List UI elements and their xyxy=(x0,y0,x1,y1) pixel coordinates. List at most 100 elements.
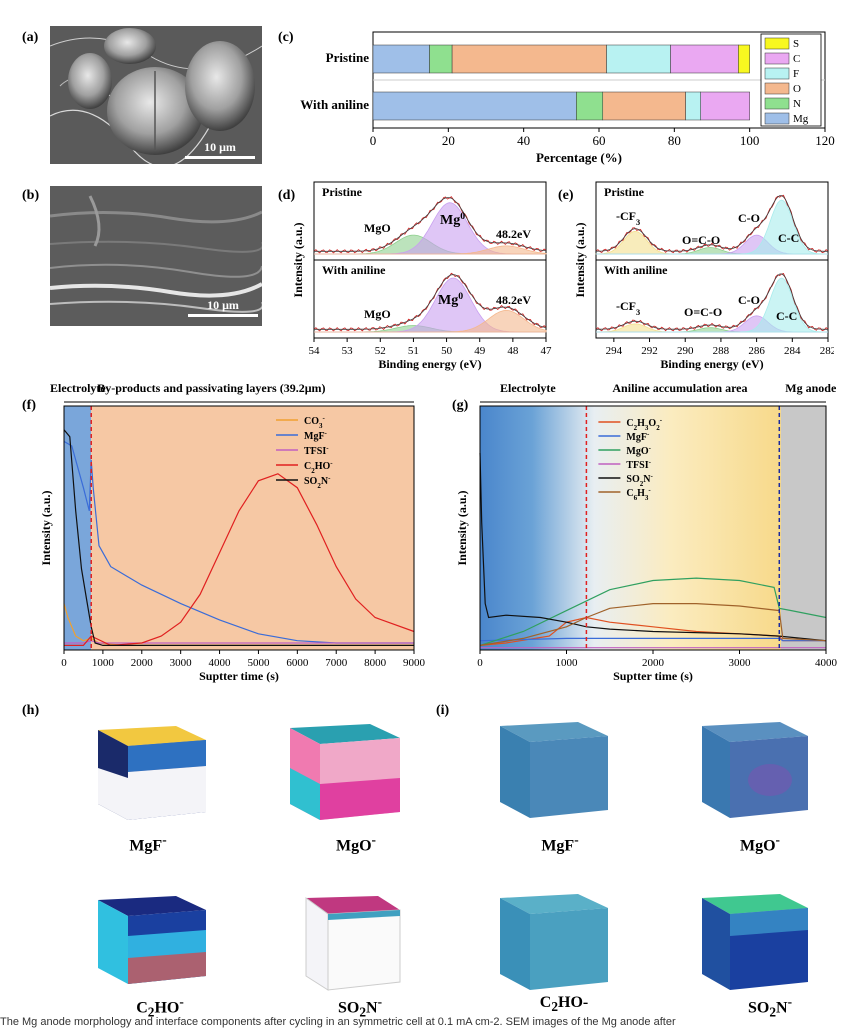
legend-label: MgF- xyxy=(304,429,328,442)
peak-label: C-O xyxy=(738,293,760,307)
series-so2n xyxy=(63,429,414,646)
cube-i-so2n xyxy=(690,880,810,1000)
panel-label-g: (g) xyxy=(452,398,469,413)
fit-envelope xyxy=(314,197,547,252)
series-so2n xyxy=(479,452,827,642)
peak-label: 48.2eV xyxy=(496,227,531,241)
peak-label: -CF3 xyxy=(616,299,640,317)
x-axis-label: Binding energy (eV) xyxy=(660,357,763,371)
category-label: With aniline xyxy=(300,97,369,112)
peak-label: O=C-O xyxy=(684,305,722,319)
scale-bar-a: 10 μm xyxy=(185,140,255,159)
bar-segment-c xyxy=(670,44,739,74)
fit-envelope xyxy=(596,195,828,252)
legend-label: MgO- xyxy=(626,444,651,457)
x-tick-label: 80 xyxy=(668,133,681,148)
fit-envelope xyxy=(596,273,828,330)
y-axis-label: Intensity (a.u.) xyxy=(39,490,53,565)
legend-swatch-c xyxy=(764,52,790,65)
series-mgf xyxy=(479,637,826,642)
cube-label-i-c2ho: C2HO- xyxy=(539,994,589,1015)
cube-label-i-so2n: SO2N- xyxy=(747,994,793,1020)
panel-label-h: (h) xyxy=(22,703,40,718)
peak-label: Mg0 xyxy=(438,291,463,309)
panel-label-b: (b) xyxy=(22,188,40,203)
legend-label: MgF- xyxy=(626,430,650,443)
chart-g-tof-sims-aniline: Electrolyte Aniline accumulation area Mg a… xyxy=(455,381,838,683)
panel-label-d: (d) xyxy=(278,188,296,203)
peak-cc xyxy=(596,199,828,255)
x-tick-label: 49 xyxy=(474,345,486,357)
peak-label: C-O xyxy=(738,211,760,225)
x-tick-label: 20 xyxy=(442,133,455,148)
x-tick-label: 0 xyxy=(477,657,483,669)
x-tick-label: 4000 xyxy=(815,657,838,669)
subpanel-title: Pristine xyxy=(604,185,645,199)
x-tick-label: 40 xyxy=(517,133,530,148)
sem-image-b: 10 μm xyxy=(50,186,262,326)
x-tick-label: 294 xyxy=(606,345,623,357)
bar-segment-n xyxy=(429,44,453,74)
x-tick-label: 8000 xyxy=(364,657,387,669)
peak-482ev xyxy=(314,310,547,333)
x-tick-label: 52 xyxy=(375,345,386,357)
scale-text-a: 10 μm xyxy=(204,140,236,154)
bar-segment-c xyxy=(700,91,750,121)
x-tick-label: 292 xyxy=(641,345,658,357)
legend-label-f: F xyxy=(793,68,799,80)
x-tick-label: 53 xyxy=(342,345,354,357)
legend-label: CO3- xyxy=(304,414,326,430)
series-mgf xyxy=(63,440,414,644)
y-axis-label: Intensity (a.u.) xyxy=(291,222,305,297)
scale-bar-b: 10 μm xyxy=(188,298,258,317)
bar-segment-f xyxy=(606,44,671,74)
cube-h-mgf xyxy=(88,708,208,828)
legend-label-s: S xyxy=(793,38,799,50)
cube-i-c2ho xyxy=(490,880,610,1000)
x-tick-label: 54 xyxy=(309,345,321,357)
legend-label: SO2N- xyxy=(304,474,331,490)
x-tick-label: 284 xyxy=(784,345,801,357)
figure-caption: The Mg anode morphology and interface co… xyxy=(0,1016,676,1028)
x-tick-label: 3000 xyxy=(170,657,193,669)
cube-i-mgo xyxy=(690,708,810,828)
x-tick-label: 1000 xyxy=(556,657,579,669)
x-tick-label: 51 xyxy=(408,345,419,357)
bar-segment-s xyxy=(738,44,750,74)
region-label-electrolyte: Electrolyte xyxy=(500,381,556,395)
series-c2ho xyxy=(64,473,415,647)
cube-h-so2n xyxy=(288,880,408,1000)
cube-i-so2n-graphic xyxy=(702,894,808,990)
category-label: Pristine xyxy=(326,50,370,65)
cube-i-mgf-graphic xyxy=(500,722,608,818)
cube-h-mgo xyxy=(288,708,408,828)
legend-label: TFSI- xyxy=(626,458,651,471)
cube-i-mgf xyxy=(490,708,610,828)
peak-cc xyxy=(596,277,828,333)
series-mgo xyxy=(479,577,827,646)
x-tick-label: 0 xyxy=(61,657,67,669)
legend-box xyxy=(760,33,822,127)
legend-label-o: O xyxy=(793,83,801,95)
series-c6h3 xyxy=(479,603,827,646)
plot-background xyxy=(480,406,826,650)
x-tick-label: 2000 xyxy=(131,657,154,669)
legend-label: C6H3- xyxy=(626,486,651,502)
panel-label-a: (a) xyxy=(22,30,39,45)
x-tick-label: 50 xyxy=(441,345,453,357)
legend-label: C2H3O2- xyxy=(626,416,662,432)
panel-label-e: (e) xyxy=(558,188,574,203)
x-tick-label: 282 xyxy=(820,345,834,357)
bar-segment-o xyxy=(602,91,686,121)
x-tick-label: 100 xyxy=(740,133,760,148)
legend-swatch-o xyxy=(764,82,790,95)
x-tick-label: 60 xyxy=(593,133,606,148)
peak-482ev xyxy=(314,245,547,255)
cube-i-c2ho-graphic xyxy=(500,894,608,990)
x-tick-label: 286 xyxy=(748,345,765,357)
plot-frame xyxy=(63,405,415,651)
x-axis-label: Suptter time (s) xyxy=(199,669,279,683)
series-c2h3o2 xyxy=(479,616,826,646)
region-label-mg-anode: Mg anode xyxy=(785,381,837,395)
